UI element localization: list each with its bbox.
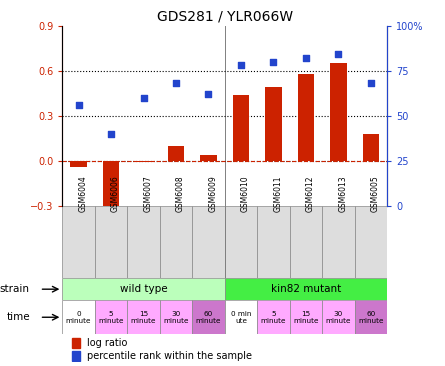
Point	[270, 59, 277, 65]
Text: log ratio: log ratio	[87, 338, 127, 348]
Text: strain: strain	[0, 284, 30, 294]
Bar	[363, 134, 379, 161]
Text: GSM6013: GSM6013	[339, 175, 348, 212]
Text: GSM6008: GSM6008	[176, 175, 185, 212]
Point	[173, 81, 180, 86]
Text: 5
minute: 5 minute	[98, 311, 124, 324]
Text: kin82 mutant: kin82 mutant	[271, 284, 341, 294]
Bar	[135, 161, 152, 163]
Bar	[225, 300, 257, 334]
Point	[303, 55, 310, 61]
Text: 0 min
ute: 0 min ute	[231, 311, 251, 324]
Bar	[355, 206, 387, 278]
Bar	[225, 278, 387, 300]
Bar	[257, 300, 290, 334]
Bar	[355, 300, 387, 334]
Bar	[70, 161, 87, 167]
Text: GSM6011: GSM6011	[273, 175, 283, 212]
Text: GSM6004: GSM6004	[79, 175, 88, 212]
Bar	[127, 206, 160, 278]
Bar	[72, 351, 80, 361]
Text: GSM6007: GSM6007	[143, 175, 153, 212]
Bar	[265, 87, 282, 161]
Bar	[322, 206, 355, 278]
Text: 30
minute: 30 minute	[326, 311, 351, 324]
Text: 30
minute: 30 minute	[163, 311, 189, 324]
Bar	[103, 161, 119, 218]
Text: 15
minute: 15 minute	[293, 311, 319, 324]
Bar	[257, 206, 290, 278]
Bar	[192, 300, 225, 334]
Bar	[168, 146, 184, 161]
Bar	[160, 206, 192, 278]
Text: GSM6006: GSM6006	[111, 175, 120, 212]
Text: wild type: wild type	[120, 284, 167, 294]
Bar	[95, 300, 127, 334]
Bar	[62, 206, 95, 278]
Bar	[62, 278, 225, 300]
Text: 0
minute: 0 minute	[66, 311, 91, 324]
Bar	[200, 155, 217, 161]
Text: percentile rank within the sample: percentile rank within the sample	[87, 351, 252, 361]
Text: 60
minute: 60 minute	[196, 311, 221, 324]
Bar	[72, 338, 80, 348]
Bar	[298, 74, 314, 161]
Bar	[95, 206, 127, 278]
Text: GSM6005: GSM6005	[371, 175, 380, 212]
Point	[238, 62, 245, 68]
Title: GDS281 / YLR066W: GDS281 / YLR066W	[157, 9, 293, 23]
Point	[335, 52, 342, 57]
Text: 15
minute: 15 minute	[131, 311, 156, 324]
Bar	[192, 206, 225, 278]
Bar	[160, 300, 192, 334]
Bar	[225, 206, 257, 278]
Bar	[62, 300, 95, 334]
Bar	[233, 95, 249, 161]
Text: GSM6010: GSM6010	[241, 175, 250, 212]
Text: time: time	[6, 312, 30, 322]
Bar	[127, 300, 160, 334]
Point	[368, 81, 375, 86]
Text: 60
minute: 60 minute	[358, 311, 384, 324]
Text: GSM6009: GSM6009	[209, 175, 218, 212]
Point	[75, 102, 82, 108]
Point	[140, 95, 147, 101]
Point	[205, 91, 212, 97]
Text: 5
minute: 5 minute	[261, 311, 286, 324]
Point	[108, 131, 115, 137]
Bar	[322, 300, 355, 334]
Bar	[290, 206, 322, 278]
Bar	[330, 63, 347, 161]
Bar	[290, 300, 322, 334]
Text: GSM6012: GSM6012	[306, 175, 315, 212]
